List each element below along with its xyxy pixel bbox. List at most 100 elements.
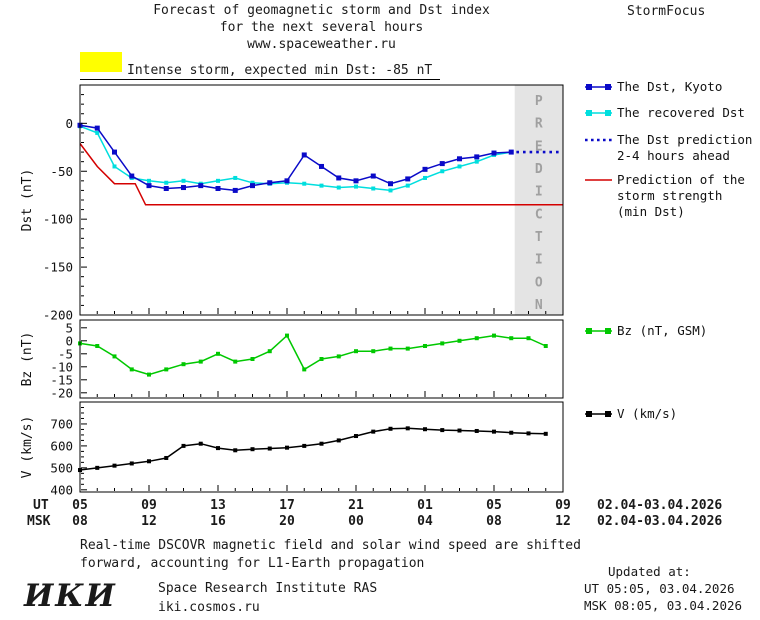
- legend-item-prediction: The Dst prediction 2-4 hours ahead: [585, 132, 752, 164]
- website-link[interactable]: www.spaceweather.ru: [247, 37, 396, 52]
- institute-name: Space Research Institute RAS: [158, 581, 378, 596]
- marker-dst-kyoto: [112, 149, 117, 155]
- page-title-line1: Forecast of geomagnetic storm and Dst in…: [153, 3, 490, 18]
- marker-recovered-dst: [112, 164, 117, 169]
- prediction-band: [514, 85, 563, 315]
- y-tick-label: 500: [50, 460, 73, 475]
- legend-marker-v-icon: [585, 411, 612, 417]
- page-title-block: Forecast of geomagnetic storm and Dst in…: [80, 2, 563, 53]
- marker-bz: [371, 349, 376, 354]
- marker-recovered-dst: [250, 180, 255, 185]
- series-dst-kyoto: [79, 124, 512, 192]
- marker-bz: [354, 349, 358, 354]
- x-tick-ut: 21: [348, 498, 364, 513]
- marker-dst-kyoto: [146, 183, 152, 189]
- prediction-band-text: T: [535, 230, 543, 245]
- marker-recovered-dst: [423, 175, 427, 180]
- legend-item-dst-kyoto: The Dst, Kyoto: [585, 79, 722, 95]
- marker-recovered-dst: [181, 178, 186, 183]
- legend-label: Bz (nT, GSM): [617, 323, 708, 338]
- legend-marker-storm-strength-icon: [585, 179, 612, 181]
- iki-logo: ИКИ: [24, 578, 117, 614]
- marker-v: [336, 438, 341, 443]
- legend-label: storm strength: [617, 188, 723, 203]
- prediction-band-text: E: [535, 139, 543, 154]
- series-recovered-dst: [79, 125, 512, 192]
- prediction-band-text: R: [535, 117, 543, 132]
- marker-dst-kyoto: [215, 186, 221, 191]
- marker-bz: [457, 338, 462, 343]
- marker-bz: [164, 367, 169, 372]
- marker-bz: [543, 344, 548, 348]
- legend-label: The Dst, Kyoto: [617, 79, 723, 94]
- msk-date-range: 02.04-03.04.2026: [597, 514, 723, 529]
- marker-dst-kyoto: [163, 186, 169, 191]
- marker-bz: [233, 359, 238, 364]
- marker-dst-kyoto: [508, 149, 514, 155]
- y-tick-label: 400: [50, 482, 73, 497]
- marker-dst-kyoto: [405, 176, 411, 182]
- ut-date-range: 02.04-03.04.2026: [597, 498, 723, 513]
- y-tick-label: -15: [50, 372, 73, 387]
- y-axis-title: Bz (nT): [20, 332, 35, 387]
- marker-dst-kyoto: [422, 166, 428, 172]
- marker-recovered-dst: [371, 186, 376, 191]
- marker-bz: [319, 357, 324, 361]
- panel-frame: [79, 401, 564, 493]
- y-tick-label: -150: [43, 260, 73, 275]
- marker-dst-kyoto: [284, 178, 290, 184]
- marker-dst-kyoto: [94, 125, 100, 131]
- marker-bz: [474, 336, 479, 341]
- series-storm-strength-prediction: [79, 143, 563, 206]
- marker-dst-kyoto: [181, 185, 186, 191]
- marker-recovered-dst: [233, 175, 238, 180]
- marker-v: [112, 463, 117, 468]
- marker-recovered-dst: [354, 184, 358, 189]
- marker-bz: [423, 344, 427, 348]
- institute-website-link[interactable]: iki.cosmos.ru: [158, 600, 260, 615]
- marker-dst-kyoto: [267, 180, 273, 186]
- marker-dst-kyoto: [370, 173, 376, 179]
- x-tick-msk: 08: [72, 514, 88, 529]
- marker-v: [543, 431, 548, 436]
- marker-bz: [112, 354, 117, 359]
- updated-ut: UT 05:05, 03.04.2026: [584, 581, 735, 596]
- marker-v: [302, 443, 307, 448]
- y-tick-label: 700: [50, 416, 73, 431]
- x-tick-ut: 13: [210, 498, 226, 513]
- marker-bz: [440, 341, 445, 346]
- marker-v: [319, 441, 324, 446]
- marker-v: [198, 441, 203, 446]
- marker-dst-kyoto: [250, 183, 255, 189]
- y-tick-label: -20: [50, 385, 73, 400]
- marker-recovered-dst: [388, 188, 393, 193]
- x-tick-ut: 05: [486, 498, 502, 513]
- marker-bz: [492, 333, 496, 338]
- marker-bz: [198, 359, 203, 364]
- marker-bz: [388, 346, 393, 351]
- y-tick-label: -5: [58, 346, 73, 361]
- marker-dst-kyoto: [336, 175, 342, 181]
- marker-recovered-dst: [95, 130, 100, 135]
- legend-label: 2-4 hours ahead: [617, 148, 730, 163]
- x-tick-ut: 05: [72, 498, 88, 513]
- updated-label: Updated at:: [608, 564, 691, 579]
- marker-recovered-dst: [164, 180, 169, 185]
- panel-frame: [79, 84, 564, 316]
- marker-v: [95, 465, 100, 470]
- marker-recovered-dst: [336, 185, 341, 190]
- x-tick-msk: 08: [486, 514, 502, 529]
- marker-dst-kyoto: [439, 161, 445, 167]
- prediction-band-text: O: [535, 275, 543, 290]
- marker-dst-kyoto: [353, 178, 359, 184]
- legend-item-v: V (km/s): [585, 406, 677, 422]
- marker-dst-kyoto: [198, 183, 204, 189]
- marker-recovered-dst: [405, 183, 410, 188]
- marker-v: [181, 443, 186, 448]
- marker-bz: [147, 372, 151, 377]
- updated-msk: MSK 08:05, 03.04.2026: [584, 598, 743, 613]
- y-tick-label: 5: [65, 320, 73, 335]
- marker-v: [371, 429, 376, 434]
- alert-severity-swatch: [80, 52, 122, 72]
- x-tick-ut: 17: [279, 498, 295, 513]
